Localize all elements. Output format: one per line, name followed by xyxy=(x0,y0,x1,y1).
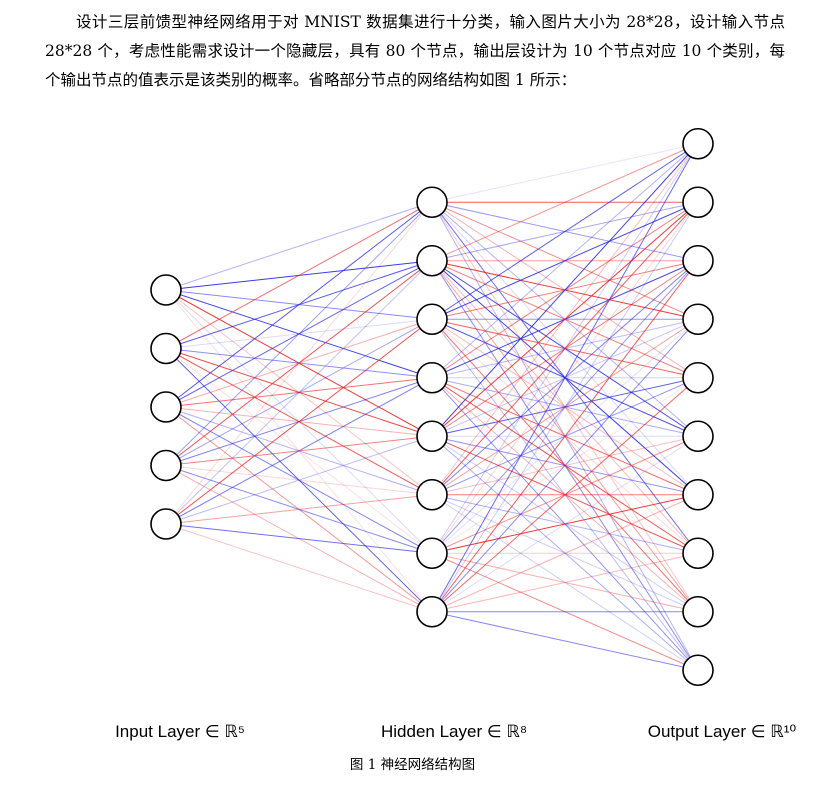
output-node-3 xyxy=(682,244,714,277)
input-layer-label: Input Layer ∈ ℝ⁵ xyxy=(115,722,245,741)
output-node-6 xyxy=(682,420,714,453)
connection-l0-0-0 xyxy=(165,201,433,291)
connection-l0-2-0 xyxy=(165,201,433,408)
connection-l0-3-1 xyxy=(165,260,433,466)
connection-l0-1-0 xyxy=(165,201,433,349)
input-node-4 xyxy=(150,449,182,482)
connection-l1-0-0 xyxy=(431,143,699,203)
output-node-4 xyxy=(682,303,714,336)
hidden-node-8 xyxy=(416,595,448,628)
hidden-node-6 xyxy=(416,478,448,511)
description-paragraph: 设计三层前馈型神经网络用于对 MNIST 数据集进行十分类，输入图片大小为 28… xyxy=(45,13,785,89)
connection-l0-3-6 xyxy=(165,465,433,554)
connection-l1-3-0 xyxy=(431,143,699,379)
connection-l1-7-4 xyxy=(431,377,699,613)
hidden-node-5 xyxy=(416,420,448,453)
connection-l1-4-0 xyxy=(431,143,699,437)
connection-l1-5-3 xyxy=(431,318,699,496)
hidden-node-3 xyxy=(416,303,448,336)
connection-l1-5-8 xyxy=(431,494,699,613)
connection-l1-7-7 xyxy=(431,552,699,613)
connection-l0-4-7 xyxy=(165,523,433,613)
output-layer-label: Output Layer ∈ ℝ¹⁰ xyxy=(647,722,797,741)
output-node-8 xyxy=(682,537,714,570)
hidden-node-1 xyxy=(416,186,448,219)
connection-l1-4-4 xyxy=(431,377,699,437)
connection-l1-7-0 xyxy=(431,143,699,612)
connection-l1-7-1 xyxy=(431,201,699,613)
connection-group xyxy=(165,143,699,671)
connection-l0-3-2 xyxy=(165,318,433,466)
connection-l0-4-4 xyxy=(165,435,433,525)
connection-l0-4-0 xyxy=(165,201,433,525)
output-node-9 xyxy=(682,595,714,628)
connection-l1-7-2 xyxy=(431,260,699,613)
connection-l1-6-2 xyxy=(431,260,699,554)
hidden-node-4 xyxy=(416,361,448,394)
connection-l1-2-0 xyxy=(431,143,699,320)
connection-l1-5-0 xyxy=(431,143,699,496)
figure-caption: 图 1 神经网络结构图 xyxy=(349,757,476,773)
connection-l0-3-5 xyxy=(165,465,433,496)
input-node-1 xyxy=(150,274,182,306)
node-group xyxy=(150,127,714,687)
hidden-node-2 xyxy=(416,244,448,277)
connection-l0-4-5 xyxy=(165,494,433,525)
input-node-2 xyxy=(150,332,182,365)
hidden-layer-label: Hidden Layer ∈ ℝ⁸ xyxy=(380,722,528,741)
connection-l0-3-0 xyxy=(165,201,433,466)
connection-l1-1-0 xyxy=(431,143,699,262)
connection-l0-2-1 xyxy=(165,260,433,408)
connection-l0-4-3 xyxy=(165,377,433,525)
hidden-node-7 xyxy=(416,537,448,570)
connection-l0-4-6 xyxy=(165,523,433,554)
output-node-7 xyxy=(682,478,714,511)
output-node-10 xyxy=(682,654,714,687)
input-node-3 xyxy=(150,391,182,423)
connection-l0-4-1 xyxy=(165,260,433,525)
connection-l0-2-3 xyxy=(165,377,433,408)
connection-l1-7-3 xyxy=(431,318,699,613)
connection-l1-4-9 xyxy=(431,435,699,671)
connection-l1-7-6 xyxy=(431,494,699,613)
connection-l1-5-1 xyxy=(431,201,699,496)
connection-l1-4-1 xyxy=(431,201,699,437)
connection-l1-7-9 xyxy=(431,611,699,671)
input-node-5 xyxy=(150,508,182,540)
output-node-2 xyxy=(682,186,714,219)
output-node-1 xyxy=(682,127,714,160)
output-node-5 xyxy=(682,361,714,394)
connection-l1-7-5 xyxy=(431,435,699,613)
connection-l1-5-9 xyxy=(431,494,699,671)
connection-l1-6-0 xyxy=(431,143,699,554)
connection-l1-6-6 xyxy=(431,494,699,554)
connection-l0-4-2 xyxy=(165,318,433,525)
